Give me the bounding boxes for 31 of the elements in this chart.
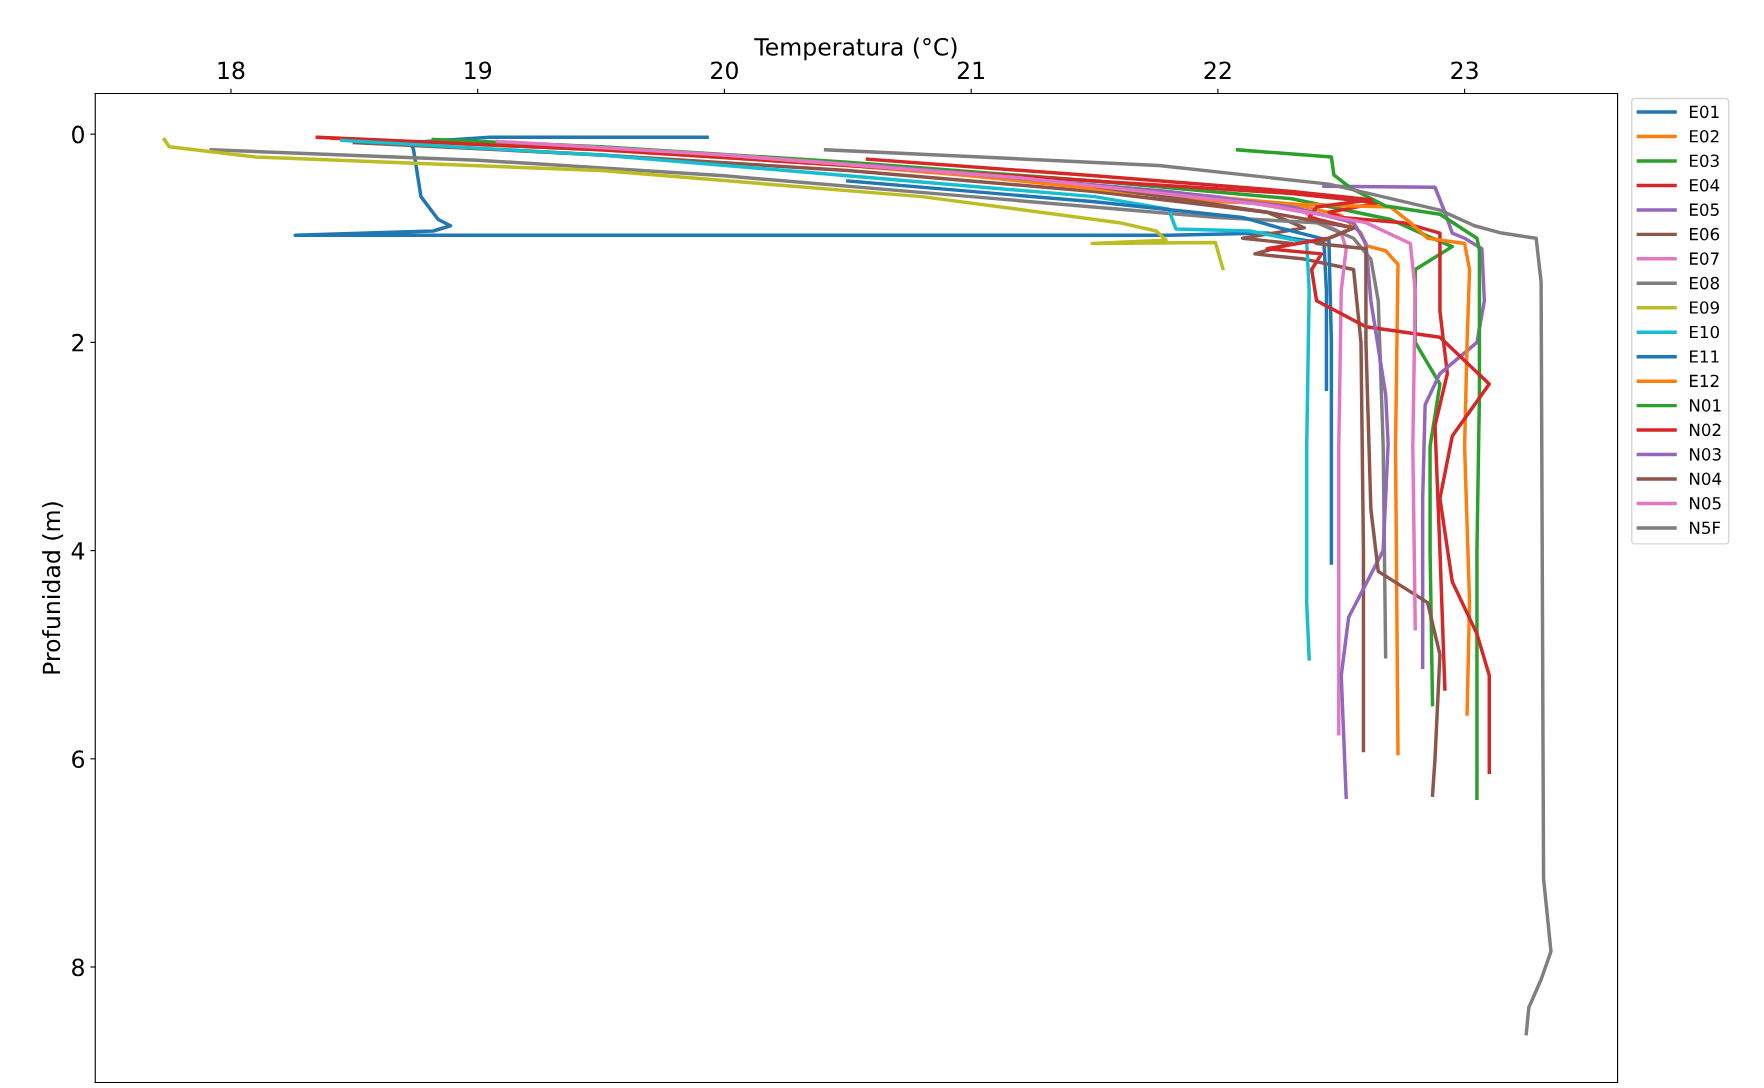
legend-label: E11 xyxy=(1690,350,1719,363)
x-axis-title: Temperatura (°C) xyxy=(754,37,957,61)
legend-label: N03 xyxy=(1690,448,1721,461)
legend-label: E04 xyxy=(1690,178,1720,192)
x-tick-label: 19 xyxy=(465,61,492,80)
legend-label: E07 xyxy=(1690,252,1719,265)
y-axis-title: Profunidad (m) xyxy=(42,502,64,674)
x-tick-label: 20 xyxy=(711,61,738,80)
legend-label: N01 xyxy=(1690,399,1721,412)
legend-label: N04 xyxy=(1690,472,1722,486)
y-tick-label: 6 xyxy=(72,750,85,769)
y-tick-label: 0 xyxy=(72,125,84,144)
legend-label: E10 xyxy=(1690,325,1720,339)
legend-label: E12 xyxy=(1690,374,1719,387)
legend-label: N5F xyxy=(1690,521,1721,535)
y-tick-label: 4 xyxy=(71,542,85,560)
x-tick-label: 18 xyxy=(218,61,245,80)
legend-label: E06 xyxy=(1690,227,1720,241)
x-tick-label: 23 xyxy=(1451,61,1478,80)
x-tick-label: 21 xyxy=(957,61,984,79)
y-tick-label: 2 xyxy=(72,333,84,352)
legend-label: E05 xyxy=(1690,203,1719,216)
legend-label: N05 xyxy=(1690,496,1721,510)
legend-label: E03 xyxy=(1690,154,1719,168)
legend-label: E02 xyxy=(1690,129,1719,143)
legend-label: E09 xyxy=(1690,301,1719,314)
legend-label: E01 xyxy=(1690,105,1719,119)
legend-label: E08 xyxy=(1690,276,1719,290)
x-tick-label: 22 xyxy=(1204,61,1231,79)
y-tick-label: 8 xyxy=(72,958,84,977)
legend-label: N02 xyxy=(1690,423,1721,437)
